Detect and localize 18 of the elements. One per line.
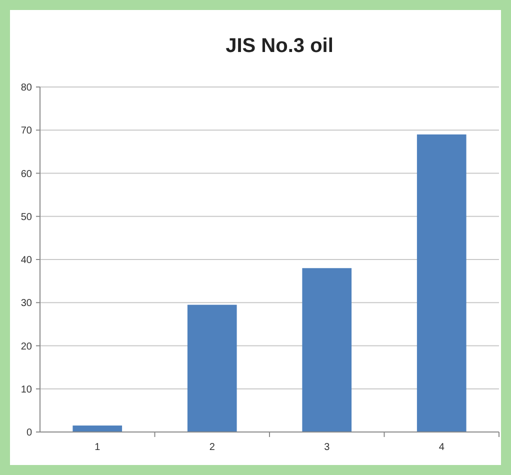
x-tick-label: 2 [209,442,216,453]
y-tick-label: 50 [20,212,32,223]
bar [72,426,122,432]
y-tick-label: 0 [26,428,32,438]
y-tick-label: 70 [20,126,32,137]
bar [302,268,352,432]
y-tick-label: 80 [20,82,32,94]
bar [187,304,237,432]
x-tick-label: 4 [438,442,445,453]
y-tick-label: 40 [20,255,32,266]
bar [416,134,466,432]
y-tick-label: 10 [20,384,32,396]
y-tick-label: 30 [20,298,32,310]
chart-title: JIS No.3 oil [226,35,334,57]
y-tick-label: 60 [20,168,32,180]
y-tick-label: 20 [20,341,32,352]
x-tick-label: 3 [324,442,330,453]
x-tick-label: 1 [94,442,101,453]
